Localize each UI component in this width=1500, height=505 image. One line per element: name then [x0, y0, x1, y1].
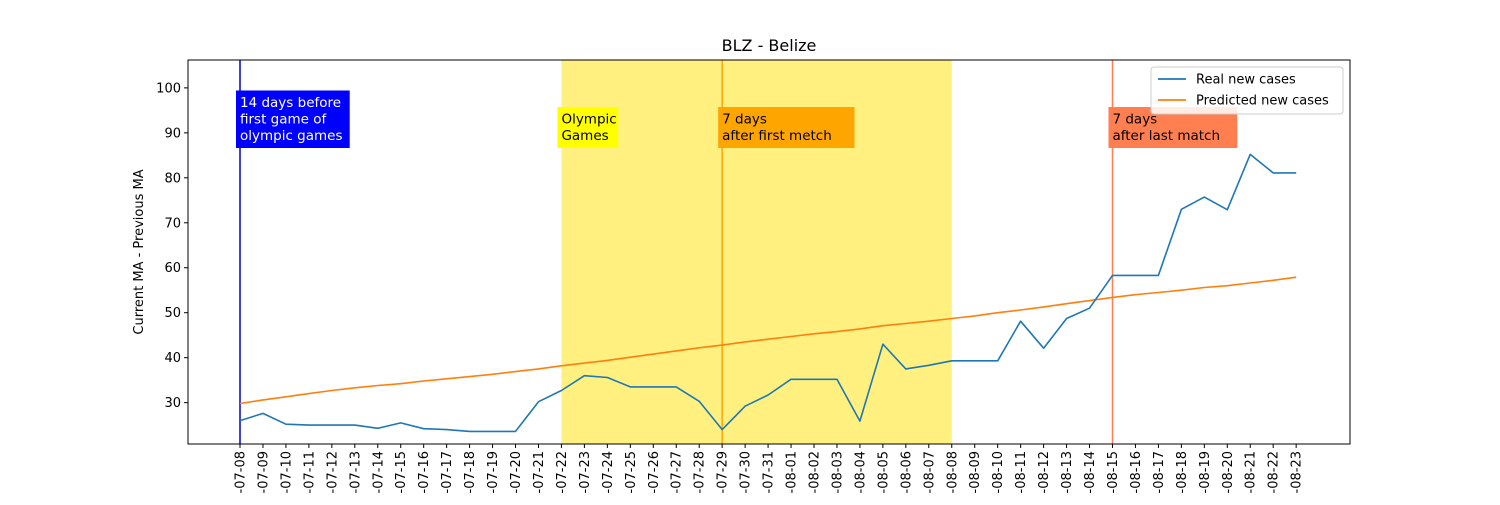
x-tick-label: -07-16	[417, 451, 432, 493]
x-tick-label: -07-22	[555, 451, 570, 493]
x-tick-label: -08-22	[1267, 451, 1282, 493]
x-tick-label: -07-15	[394, 451, 409, 493]
x-tick-label: -07-23	[578, 451, 593, 493]
plot-frame	[187, 59, 1351, 445]
x-tick-label: -07-28	[693, 451, 708, 493]
x-tick-label: -08-09	[968, 451, 983, 493]
x-tick-label: -08-07	[922, 451, 937, 493]
x-tick-label: -08-14	[1083, 451, 1098, 493]
x-tick-label: -07-11	[302, 451, 317, 493]
x-tick-label: -07-17	[440, 451, 455, 493]
x-tick-label: -07-10	[279, 451, 294, 493]
y-tick-label: 40	[164, 351, 181, 366]
x-tick-label: -08-23	[1290, 451, 1305, 493]
x-tick-label: -07-26	[647, 451, 662, 493]
x-tick-label: -08-02	[808, 451, 823, 493]
x-tick-label: -07-27	[670, 451, 685, 493]
y-tick-label: 30	[164, 396, 181, 411]
x-tick-label: -08-13	[1060, 451, 1075, 493]
x-tick-label: -08-20	[1221, 451, 1236, 493]
annotation-text: first game of	[240, 112, 328, 128]
x-tick-label: -07-19	[486, 451, 501, 493]
x-tick-label: -08-04	[853, 451, 868, 493]
x-tick-label: -08-15	[1106, 451, 1121, 493]
x-tick-label: -08-05	[876, 451, 891, 493]
annotation-text: olympic games	[240, 128, 343, 144]
x-tick-label: -07-24	[601, 451, 616, 493]
annotation-box	[236, 90, 350, 148]
x-tick-label: -07-14	[371, 451, 386, 493]
annotation-box	[557, 107, 619, 148]
x-tick-label: -07-18	[463, 451, 478, 493]
annotation-text: 7 days	[722, 112, 767, 128]
x-tick-label: -07-20	[509, 451, 524, 493]
legend: Real new cases Predicted new cases	[1150, 66, 1344, 115]
annotation-text: Games	[561, 128, 608, 144]
annotation-text: after last match	[1112, 128, 1220, 144]
annotation-text: 7 days	[1112, 112, 1157, 128]
y-tick-label: 70	[164, 216, 181, 231]
series-line-predicted-new-cases	[239, 276, 1297, 405]
annotation-text: after first metch	[722, 128, 832, 144]
x-tick-label: -07-25	[624, 451, 639, 493]
x-tick-label: -08-10	[991, 451, 1006, 493]
chart-title: BLZ - Belize	[722, 36, 817, 55]
x-tick-label: -07-09	[256, 451, 271, 493]
x-tick-label: -08-01	[785, 451, 800, 493]
x-tick-label: -08-03	[830, 451, 845, 493]
x-tick-label: -07-29	[716, 451, 731, 493]
annotation-text: 14 days before	[240, 95, 341, 111]
x-tick-label: -07-08	[234, 451, 249, 493]
x-tick-label: -08-08	[945, 451, 960, 493]
annotation-text: Olympic	[561, 112, 616, 128]
x-tick-label: -07-30	[739, 451, 754, 493]
y-tick-label: 80	[164, 171, 181, 186]
x-tick-label: -07-12	[325, 451, 340, 493]
x-tick-label: -07-13	[348, 451, 363, 493]
x-tick-label: -08-17	[1152, 451, 1167, 493]
x-tick-label: -08-12	[1037, 451, 1052, 493]
series-line-real-new-cases	[239, 153, 1297, 433]
x-tick-label: -08-21	[1244, 451, 1259, 493]
x-tick-label: -08-06	[899, 451, 914, 493]
y-tick-label: 50	[164, 306, 181, 321]
legend-label: Predicted new cases	[1196, 94, 1329, 109]
y-tick-label: 90	[164, 126, 181, 141]
x-tick-label: -08-11	[1014, 451, 1029, 493]
x-tick-label: -08-16	[1129, 451, 1144, 493]
x-tick-label: -08-18	[1175, 451, 1190, 493]
y-tick-label: 100	[156, 81, 181, 96]
legend-box	[1150, 66, 1344, 115]
legend-label: Real new cases	[1196, 73, 1296, 88]
x-tick-label: -08-19	[1198, 451, 1213, 493]
y-tick-label: 60	[164, 261, 181, 276]
y-axis-label: Current MA - Previous MA	[132, 169, 147, 334]
x-tick-label: -07-21	[532, 451, 547, 493]
x-tick-label: -07-31	[762, 451, 777, 493]
annotation-box	[718, 107, 855, 148]
